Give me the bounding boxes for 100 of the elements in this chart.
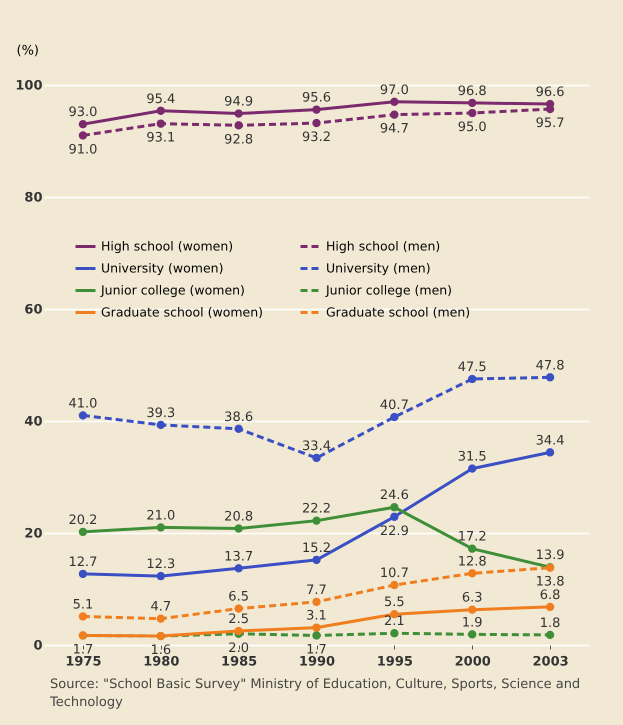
point [468,374,476,384]
x-tick-label: 1980 [143,654,180,670]
data-label: 93.0 [68,105,98,120]
data-label: 95.7 [536,116,565,132]
y-tick-label: 0 [33,638,42,654]
data-label: 33.4 [302,438,331,454]
data-label: 24.6 [380,488,409,504]
data-label: 17.2 [458,530,487,545]
point [546,630,554,640]
point [312,516,321,525]
data-label: 1.8 [540,616,560,631]
point [78,120,88,128]
point [390,98,399,106]
data-label: 2.0 [228,640,249,656]
point [234,121,243,130]
data-label: 5.1 [72,597,94,612]
point [312,105,321,114]
data-label: 1.9 [462,615,483,630]
legend-label: Junior college (women) [100,282,245,298]
data-label: 92.8 [224,132,254,148]
data-label: 4.7 [150,600,172,615]
data-label: 2.1 [384,614,405,630]
data-label: 47.5 [458,360,487,375]
data-label: 13.9 [536,548,565,564]
y-tick-label: 20 [24,526,42,542]
data-label: 41.0 [68,396,98,412]
point [390,503,399,512]
point [390,110,399,119]
data-label: 96.6 [536,85,565,100]
data-label: 22.9 [380,524,409,539]
data-label: 6.8 [540,588,560,603]
point [312,631,321,640]
point [156,119,165,128]
data-label: 20.8 [224,510,254,525]
data-label: 95.4 [146,92,176,107]
point [468,544,476,553]
point [468,569,476,578]
x-tick-label: 1995 [376,654,413,670]
data-label: 91.0 [68,142,98,158]
data-label: 13.8 [536,574,565,590]
x-tick-label: 1975 [65,654,102,670]
data-label: 1.7 [306,642,327,658]
point [390,580,399,590]
data-label: 22.2 [302,502,331,517]
point [234,524,243,533]
data-label: 6.3 [462,590,483,606]
x-tick-label: 1990 [298,654,336,670]
point [312,454,321,462]
data-label: 10.7 [380,566,409,582]
point [468,630,476,639]
data-label: 3.1 [306,608,327,624]
legend-label: Junior college (men) [325,282,452,298]
point [156,523,165,532]
x-tick-label: 2000 [454,654,491,670]
point [312,598,321,606]
point [468,606,476,614]
data-label: 34.4 [536,433,565,448]
point [156,420,165,430]
data-label: 31.5 [458,450,487,465]
data-label: 21.0 [146,508,176,524]
data-label: 40.7 [380,398,409,414]
source-note: Source: "School Basic Survey" Ministry of Education, Culture, Sports, Science and Technology [49,676,582,712]
point [234,564,243,572]
point [312,118,321,128]
point [78,612,88,621]
data-label: 96.8 [458,84,487,99]
point [468,108,476,118]
point [78,131,88,140]
legend-label: Graduate school (women) [101,304,264,320]
data-label: 94.9 [224,94,254,110]
point [546,448,554,457]
point [78,411,88,420]
legend-label: Graduate school (men) [326,304,470,320]
data-label: 47.8 [536,358,565,374]
point [312,556,321,564]
point [78,570,88,578]
x-tick-label: 1985 [221,654,258,670]
point [468,464,476,473]
legend-label: High school (women) [101,238,234,254]
x-tick-label: 2003 [532,654,569,670]
data-label: 12.3 [146,557,176,572]
data-label: 94.7 [380,122,409,137]
point [390,412,399,422]
data-label: 39.3 [146,406,176,421]
data-label: 38.6 [224,410,254,425]
point [312,623,321,632]
point [78,528,88,536]
data-label: 13.7 [224,549,254,564]
data-label: 6.5 [228,590,249,605]
point [234,604,243,613]
point [156,572,165,580]
data-label: 7.7 [306,582,327,598]
point [468,98,476,108]
y-tick-label: 80 [24,190,42,206]
point [156,106,165,115]
point [234,424,243,434]
legend-label: University (men) [326,260,431,276]
data-label: 5.5 [384,595,405,610]
y-axis-title: (%) [16,44,39,58]
data-label: 95.0 [458,120,487,135]
